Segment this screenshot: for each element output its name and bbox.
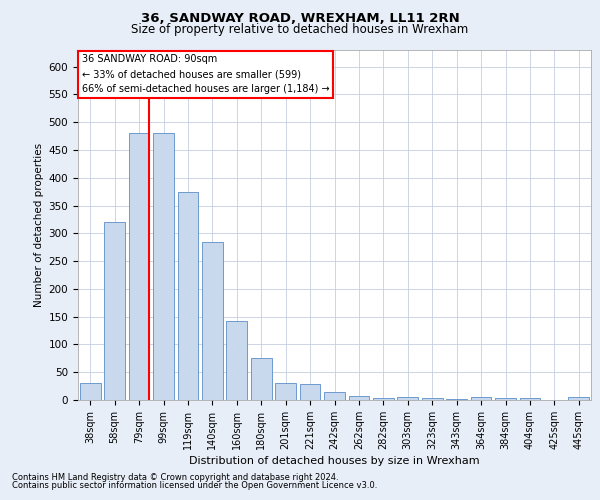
Bar	[520, 398, 541, 400]
Bar	[373, 398, 394, 400]
Bar	[178, 192, 199, 400]
X-axis label: Distribution of detached houses by size in Wrexham: Distribution of detached houses by size …	[189, 456, 480, 466]
Bar	[324, 392, 345, 400]
Y-axis label: Number of detached properties: Number of detached properties	[34, 143, 44, 307]
Bar	[153, 134, 174, 400]
Bar	[470, 397, 491, 400]
Bar	[495, 398, 516, 400]
Bar	[80, 384, 101, 400]
Bar	[397, 397, 418, 400]
Bar	[128, 134, 149, 400]
Bar	[446, 399, 467, 400]
Text: Contains public sector information licensed under the Open Government Licence v3: Contains public sector information licen…	[12, 481, 377, 490]
Bar	[275, 384, 296, 400]
Bar	[349, 396, 370, 400]
Bar	[251, 358, 272, 400]
Bar	[104, 222, 125, 400]
Bar	[568, 397, 589, 400]
Text: 36 SANDWAY ROAD: 90sqm
← 33% of detached houses are smaller (599)
66% of semi-de: 36 SANDWAY ROAD: 90sqm ← 33% of detached…	[82, 54, 329, 94]
Bar	[226, 320, 247, 400]
Text: 36, SANDWAY ROAD, WREXHAM, LL11 2RN: 36, SANDWAY ROAD, WREXHAM, LL11 2RN	[140, 12, 460, 26]
Bar	[422, 398, 443, 400]
Bar	[202, 242, 223, 400]
Text: Contains HM Land Registry data © Crown copyright and database right 2024.: Contains HM Land Registry data © Crown c…	[12, 472, 338, 482]
Bar	[299, 384, 320, 400]
Text: Size of property relative to detached houses in Wrexham: Size of property relative to detached ho…	[131, 22, 469, 36]
